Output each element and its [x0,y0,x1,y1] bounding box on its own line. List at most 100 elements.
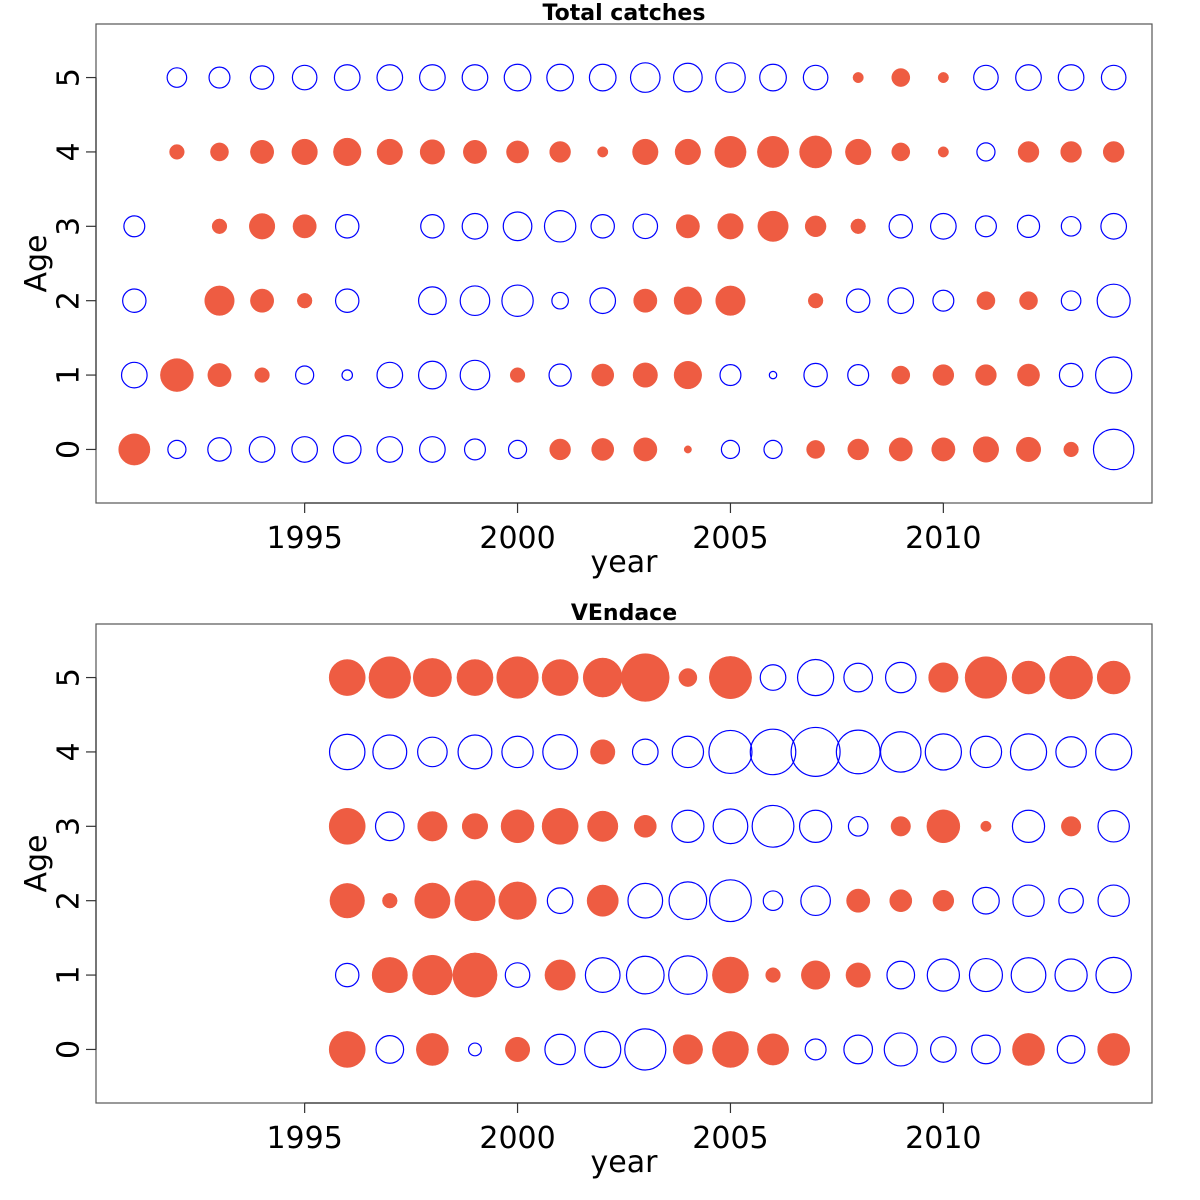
residual-bubble-positive [888,437,913,462]
x-tick-label: 2000 [479,1121,555,1156]
residual-bubble-negative [671,809,705,843]
residual-bubble-negative [1055,736,1087,768]
residual-bubble-positive [500,809,535,844]
residual-bubble-negative [1012,884,1045,917]
residual-bubble-negative [719,364,742,387]
residual-bubble-positive [1019,291,1038,310]
residual-bubble-positive [329,883,365,919]
residual-bubble-negative [1097,810,1130,843]
residual-bubble-positive [633,288,658,313]
x-tick-label: 2005 [692,1121,768,1156]
y-tick-label: 5 [52,668,87,687]
residual-bubble-positive [845,138,872,165]
residual-bubble-positive [801,960,831,990]
residual-bubble-negative [376,64,404,91]
residual-bubble-positive [249,213,276,240]
y-tick-label: 2 [52,291,87,310]
residual-bubble-negative [1016,214,1041,238]
residual-bubble-negative [929,1036,957,1063]
residual-bubble-negative [419,64,446,91]
residual-bubble-negative [332,435,362,464]
residual-bubble-positive [412,954,453,996]
residual-bubble-negative [720,439,741,460]
residual-bubble-negative [1058,887,1084,914]
residual-bubble-positive [463,140,487,164]
residual-bubble-negative [1092,428,1135,471]
residual-bubble-positive [414,882,451,919]
y-tick-label: 2 [52,891,87,910]
residual-bubble-positive [417,811,448,842]
plot-frame [95,23,1153,504]
residual-bubble-positive [254,367,270,383]
residual-bubble-positive [937,146,949,158]
residual-bubble-negative [504,962,531,988]
residual-bubble-negative [501,735,534,769]
residual-bubble-positive [683,445,692,454]
residual-bubble-negative [835,729,881,775]
residual-bubble-negative [879,731,922,773]
residual-bubble-positive [590,739,616,765]
residual-bubble-negative [968,957,1004,993]
residual-bubble-negative [1097,884,1130,917]
residual-bubble-negative [926,958,961,992]
residual-bubble-positive [505,1036,531,1062]
residual-bubble-negative [1095,733,1133,771]
residual-bubble-positive [717,213,744,240]
residual-bubble-negative [420,214,445,239]
x-tick-label: 1995 [266,1121,342,1156]
residual-bubble-positive [454,880,496,922]
residual-bubble-negative [584,957,621,993]
residual-bubble-negative [886,960,916,990]
residual-bubble-positive [632,362,658,388]
residual-bubble-negative [295,365,315,385]
residual-bubble-negative [249,65,275,90]
residual-bubble-positive [211,218,228,234]
residual-bubble-negative [208,66,231,89]
residual-bubble-negative [584,1030,622,1069]
residual-bubble-positive [804,215,827,238]
residual-bubble-positive [709,656,752,699]
residual-bubble-positive [250,140,274,164]
residual-bubble-negative [328,733,366,771]
residual-bubble-positive [250,288,274,313]
x-tick-label: 2000 [479,521,555,556]
residual-bubble-negative [847,815,869,837]
residual-bubble-positive [757,136,789,168]
residual-bubble-negative [375,1035,405,1064]
residual-bubble-positive [1102,141,1125,163]
residual-bubble-positive [291,138,318,165]
residual-bubble-negative [803,362,828,388]
residual-bubble-negative [376,436,404,463]
residual-bubble-negative [417,286,447,316]
residual-bubble-positive [852,72,864,84]
residual-bubble-positive [980,820,992,832]
residual-bubble-negative [768,370,778,380]
residual-bubble-positive [587,810,619,842]
residual-bubble-negative [507,439,528,460]
residual-bubble-negative [971,1034,1001,1065]
y-tick-label: 4 [52,742,87,761]
residual-bubble-negative [843,1034,874,1065]
residual-bubble-negative [976,142,996,162]
residual-bubble-positive [210,142,229,162]
residual-bubble-positive [633,437,658,462]
residual-bubble-positive [632,138,659,165]
residual-bubble-positive [847,438,869,461]
residual-bubble-negative [1100,212,1128,240]
residual-bubble-negative [715,62,746,93]
residual-bubble-negative [888,214,914,239]
residual-bubble-positive [452,952,498,998]
bubble-layer [118,62,1135,471]
residual-bubble-negative [800,885,831,917]
residual-bubble-positive [714,136,747,168]
residual-bubble-negative [334,288,360,313]
residual-bubble-positive [757,210,789,242]
residual-bubble-negative [417,736,448,768]
y-tick-label: 5 [52,68,87,87]
residual-bubble-positive [672,1034,703,1065]
x-axis-title: year [591,545,659,580]
residual-bubble-positive [891,142,911,162]
residual-bubble-positive [368,656,411,699]
residual-bubble-positive [586,884,619,917]
residual-bubble-negative [1057,64,1085,91]
